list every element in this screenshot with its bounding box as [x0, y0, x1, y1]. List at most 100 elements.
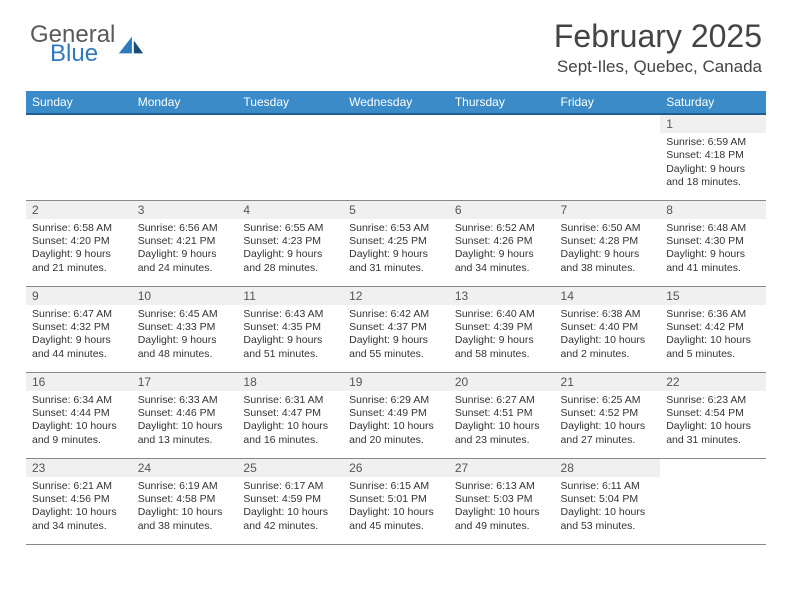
- daylight-text: Daylight: 10 hours and 5 minutes.: [666, 334, 762, 361]
- day-number: 16: [26, 373, 132, 391]
- day-details: Sunrise: 6:13 AMSunset: 5:03 PMDaylight:…: [449, 477, 555, 537]
- sunrise-text: Sunrise: 6:27 AM: [455, 394, 551, 407]
- sunset-text: Sunset: 4:28 PM: [561, 235, 657, 248]
- sunrise-text: Sunrise: 6:21 AM: [32, 480, 128, 493]
- calendar-day-cell: 21Sunrise: 6:25 AMSunset: 4:52 PMDayligh…: [555, 372, 661, 458]
- day-number: 7: [555, 201, 661, 219]
- day-number: 28: [555, 459, 661, 477]
- daylight-text: Daylight: 10 hours and 45 minutes.: [349, 506, 445, 533]
- brand-logo: General Blue: [30, 18, 145, 66]
- daylight-text: Daylight: 9 hours and 21 minutes.: [32, 248, 128, 275]
- day-details: Sunrise: 6:47 AMSunset: 4:32 PMDaylight:…: [26, 305, 132, 365]
- weekday-header: Sunday: [26, 91, 132, 114]
- sunrise-text: Sunrise: 6:29 AM: [349, 394, 445, 407]
- sunrise-text: Sunrise: 6:50 AM: [561, 222, 657, 235]
- title-block: February 2025 Sept-Iles, Quebec, Canada: [554, 18, 762, 77]
- sunrise-text: Sunrise: 6:23 AM: [666, 394, 762, 407]
- day-number: 19: [343, 373, 449, 391]
- daylight-text: Daylight: 9 hours and 55 minutes.: [349, 334, 445, 361]
- weekday-header-row: SundayMondayTuesdayWednesdayThursdayFrid…: [26, 91, 766, 114]
- day-details: Sunrise: 6:43 AMSunset: 4:35 PMDaylight:…: [237, 305, 343, 365]
- day-details: Sunrise: 6:50 AMSunset: 4:28 PMDaylight:…: [555, 219, 661, 279]
- sunrise-text: Sunrise: 6:47 AM: [32, 308, 128, 321]
- calendar-day-cell: 24Sunrise: 6:19 AMSunset: 4:58 PMDayligh…: [132, 458, 238, 544]
- sunrise-text: Sunrise: 6:25 AM: [561, 394, 657, 407]
- sunset-text: Sunset: 4:46 PM: [138, 407, 234, 420]
- day-number: 12: [343, 287, 449, 305]
- calendar-day-cell: 25Sunrise: 6:17 AMSunset: 4:59 PMDayligh…: [237, 458, 343, 544]
- day-details: Sunrise: 6:48 AMSunset: 4:30 PMDaylight:…: [660, 219, 766, 279]
- calendar-week-row: 16Sunrise: 6:34 AMSunset: 4:44 PMDayligh…: [26, 372, 766, 458]
- calendar-day-cell: 10Sunrise: 6:45 AMSunset: 4:33 PMDayligh…: [132, 286, 238, 372]
- sunrise-text: Sunrise: 6:33 AM: [138, 394, 234, 407]
- day-number: 23: [26, 459, 132, 477]
- sunrise-text: Sunrise: 6:19 AM: [138, 480, 234, 493]
- daylight-text: Daylight: 9 hours and 41 minutes.: [666, 248, 762, 275]
- daylight-text: Daylight: 9 hours and 28 minutes.: [243, 248, 339, 275]
- daylight-text: Daylight: 10 hours and 42 minutes.: [243, 506, 339, 533]
- sunset-text: Sunset: 4:56 PM: [32, 493, 128, 506]
- calendar-day-cell: 11Sunrise: 6:43 AMSunset: 4:35 PMDayligh…: [237, 286, 343, 372]
- weekday-header: Thursday: [449, 91, 555, 114]
- sunset-text: Sunset: 4:59 PM: [243, 493, 339, 506]
- day-number: 14: [555, 287, 661, 305]
- day-number: 5: [343, 201, 449, 219]
- location-subtitle: Sept-Iles, Quebec, Canada: [554, 57, 762, 77]
- calendar-day-cell: 22Sunrise: 6:23 AMSunset: 4:54 PMDayligh…: [660, 372, 766, 458]
- daylight-text: Daylight: 10 hours and 9 minutes.: [32, 420, 128, 447]
- day-number: 25: [237, 459, 343, 477]
- sunrise-text: Sunrise: 6:56 AM: [138, 222, 234, 235]
- day-details: Sunrise: 6:29 AMSunset: 4:49 PMDaylight:…: [343, 391, 449, 451]
- calendar-empty-cell: [132, 114, 238, 200]
- daylight-text: Daylight: 10 hours and 34 minutes.: [32, 506, 128, 533]
- daylight-text: Daylight: 10 hours and 16 minutes.: [243, 420, 339, 447]
- day-details: Sunrise: 6:42 AMSunset: 4:37 PMDaylight:…: [343, 305, 449, 365]
- day-number: 1: [660, 115, 766, 133]
- sunset-text: Sunset: 4:32 PM: [32, 321, 128, 334]
- sunrise-text: Sunrise: 6:59 AM: [666, 136, 762, 149]
- calendar-day-cell: 8Sunrise: 6:48 AMSunset: 4:30 PMDaylight…: [660, 200, 766, 286]
- sunset-text: Sunset: 5:04 PM: [561, 493, 657, 506]
- sunrise-text: Sunrise: 6:58 AM: [32, 222, 128, 235]
- daylight-text: Daylight: 9 hours and 44 minutes.: [32, 334, 128, 361]
- calendar-day-cell: 17Sunrise: 6:33 AMSunset: 4:46 PMDayligh…: [132, 372, 238, 458]
- calendar-day-cell: 6Sunrise: 6:52 AMSunset: 4:26 PMDaylight…: [449, 200, 555, 286]
- day-number: 8: [660, 201, 766, 219]
- daylight-text: Daylight: 9 hours and 24 minutes.: [138, 248, 234, 275]
- sunset-text: Sunset: 4:52 PM: [561, 407, 657, 420]
- calendar-day-cell: 26Sunrise: 6:15 AMSunset: 5:01 PMDayligh…: [343, 458, 449, 544]
- day-details: Sunrise: 6:58 AMSunset: 4:20 PMDaylight:…: [26, 219, 132, 279]
- sunset-text: Sunset: 4:39 PM: [455, 321, 551, 334]
- calendar-day-cell: 2Sunrise: 6:58 AMSunset: 4:20 PMDaylight…: [26, 200, 132, 286]
- calendar-week-row: 2Sunrise: 6:58 AMSunset: 4:20 PMDaylight…: [26, 200, 766, 286]
- day-number: 9: [26, 287, 132, 305]
- calendar-day-cell: 4Sunrise: 6:55 AMSunset: 4:23 PMDaylight…: [237, 200, 343, 286]
- calendar-week-row: 9Sunrise: 6:47 AMSunset: 4:32 PMDaylight…: [26, 286, 766, 372]
- day-number: 13: [449, 287, 555, 305]
- sunset-text: Sunset: 4:44 PM: [32, 407, 128, 420]
- sunset-text: Sunset: 4:37 PM: [349, 321, 445, 334]
- sunrise-text: Sunrise: 6:15 AM: [349, 480, 445, 493]
- day-number: 11: [237, 287, 343, 305]
- calendar-day-cell: 28Sunrise: 6:11 AMSunset: 5:04 PMDayligh…: [555, 458, 661, 544]
- calendar-table: SundayMondayTuesdayWednesdayThursdayFrid…: [26, 91, 766, 545]
- sunrise-text: Sunrise: 6:52 AM: [455, 222, 551, 235]
- day-number: 24: [132, 459, 238, 477]
- day-details: Sunrise: 6:56 AMSunset: 4:21 PMDaylight:…: [132, 219, 238, 279]
- day-details: Sunrise: 6:31 AMSunset: 4:47 PMDaylight:…: [237, 391, 343, 451]
- day-details: Sunrise: 6:53 AMSunset: 4:25 PMDaylight:…: [343, 219, 449, 279]
- daylight-text: Daylight: 9 hours and 31 minutes.: [349, 248, 445, 275]
- sunset-text: Sunset: 4:30 PM: [666, 235, 762, 248]
- day-details: Sunrise: 6:55 AMSunset: 4:23 PMDaylight:…: [237, 219, 343, 279]
- sunrise-text: Sunrise: 6:42 AM: [349, 308, 445, 321]
- day-details: Sunrise: 6:17 AMSunset: 4:59 PMDaylight:…: [237, 477, 343, 537]
- weekday-header: Friday: [555, 91, 661, 114]
- day-details: Sunrise: 6:45 AMSunset: 4:33 PMDaylight:…: [132, 305, 238, 365]
- day-details: Sunrise: 6:25 AMSunset: 4:52 PMDaylight:…: [555, 391, 661, 451]
- day-details: Sunrise: 6:38 AMSunset: 4:40 PMDaylight:…: [555, 305, 661, 365]
- weekday-header: Tuesday: [237, 91, 343, 114]
- calendar-day-cell: 18Sunrise: 6:31 AMSunset: 4:47 PMDayligh…: [237, 372, 343, 458]
- sunset-text: Sunset: 4:58 PM: [138, 493, 234, 506]
- day-number: 26: [343, 459, 449, 477]
- day-number: 18: [237, 373, 343, 391]
